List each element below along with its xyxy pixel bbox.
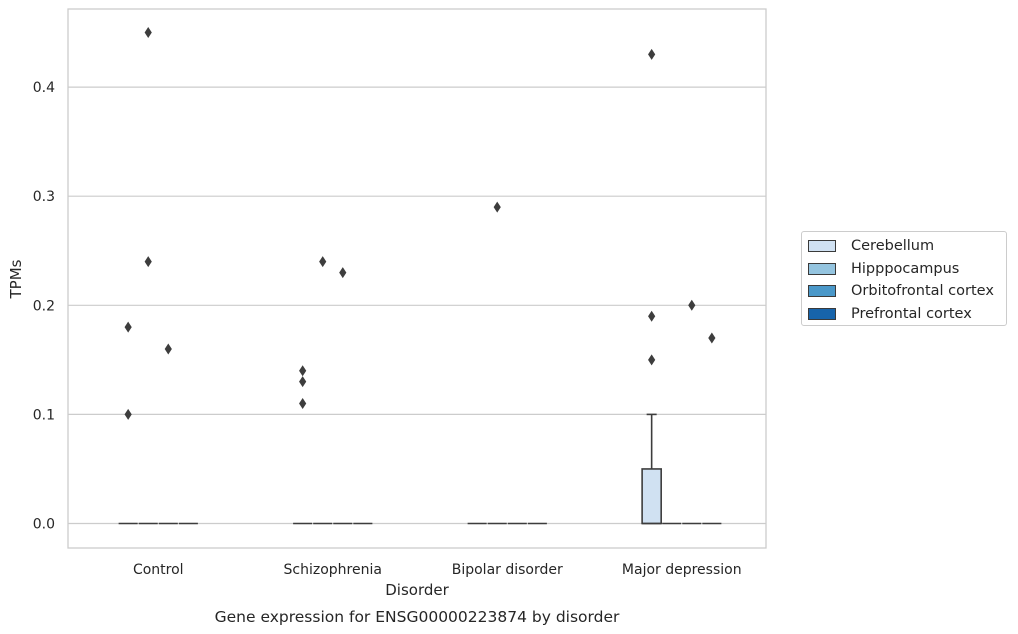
gridlines — [68, 86, 766, 525]
y-tick-label: 0.1 — [33, 407, 55, 423]
outlier-point — [299, 397, 307, 409]
outlier-point — [339, 267, 347, 279]
legend-label: Cerebellum — [851, 238, 935, 255]
legend-label: Hipppocampus — [851, 260, 960, 277]
outlier-point — [144, 256, 152, 268]
legend-swatch — [808, 285, 836, 298]
x-tick-label: Control — [133, 562, 184, 578]
y-tick-labels: 0.0 0.1 0.2 0.3 0.4 — [33, 80, 55, 532]
legend-swatch — [808, 307, 836, 320]
boxes — [118, 413, 722, 525]
legend-label: Prefrontal cortex — [851, 305, 972, 322]
outlier-point — [299, 376, 307, 388]
y-tick-label: 0.2 — [33, 298, 55, 314]
outlier-point — [708, 332, 716, 344]
legend-swatch — [808, 262, 836, 275]
legend-item: Cerebellum — [808, 235, 1006, 258]
x-tick-label: Major depression — [622, 562, 742, 578]
legend-label: Orbitofrontal cortex — [851, 283, 994, 300]
legend-item: Orbitofrontal cortex — [808, 280, 1006, 303]
y-axis-title: TPMs — [7, 259, 25, 299]
outliers — [124, 27, 716, 420]
outlier-point — [144, 27, 152, 39]
legend-item: Hipppocampus — [808, 258, 1006, 281]
plot-frame — [67, 8, 767, 549]
y-tick-label: 0.0 — [33, 517, 55, 533]
outlier-point — [648, 310, 656, 322]
outlier-point — [164, 343, 172, 355]
legend-swatch — [808, 240, 836, 253]
outlier-point — [299, 365, 307, 377]
outlier-point — [493, 201, 501, 213]
x-tick-labels: Control Schizophrenia Bipolar disorder Majo… — [133, 562, 742, 578]
y-tick-label: 0.4 — [33, 80, 55, 96]
x-tick-label: Bipolar disorder — [452, 562, 563, 578]
legend: Cerebellum Hipppocampus Orbitofrontal cort… — [801, 231, 1007, 326]
box-body — [641, 468, 662, 525]
x-axis-title: Disorder — [385, 581, 449, 599]
outlier-point — [319, 256, 327, 268]
outlier-point — [648, 48, 656, 60]
y-tick-label: 0.3 — [33, 189, 55, 205]
legend-item: Prefrontal cortex — [808, 303, 1006, 326]
outlier-point — [124, 408, 132, 420]
chart-caption: Gene expression for ENSG00000223874 by d… — [215, 608, 620, 626]
outlier-point — [124, 321, 132, 333]
box-0-3 — [641, 413, 662, 525]
outlier-point — [688, 299, 696, 311]
x-tick-label: Schizophrenia — [284, 562, 382, 578]
outlier-point — [648, 354, 656, 366]
